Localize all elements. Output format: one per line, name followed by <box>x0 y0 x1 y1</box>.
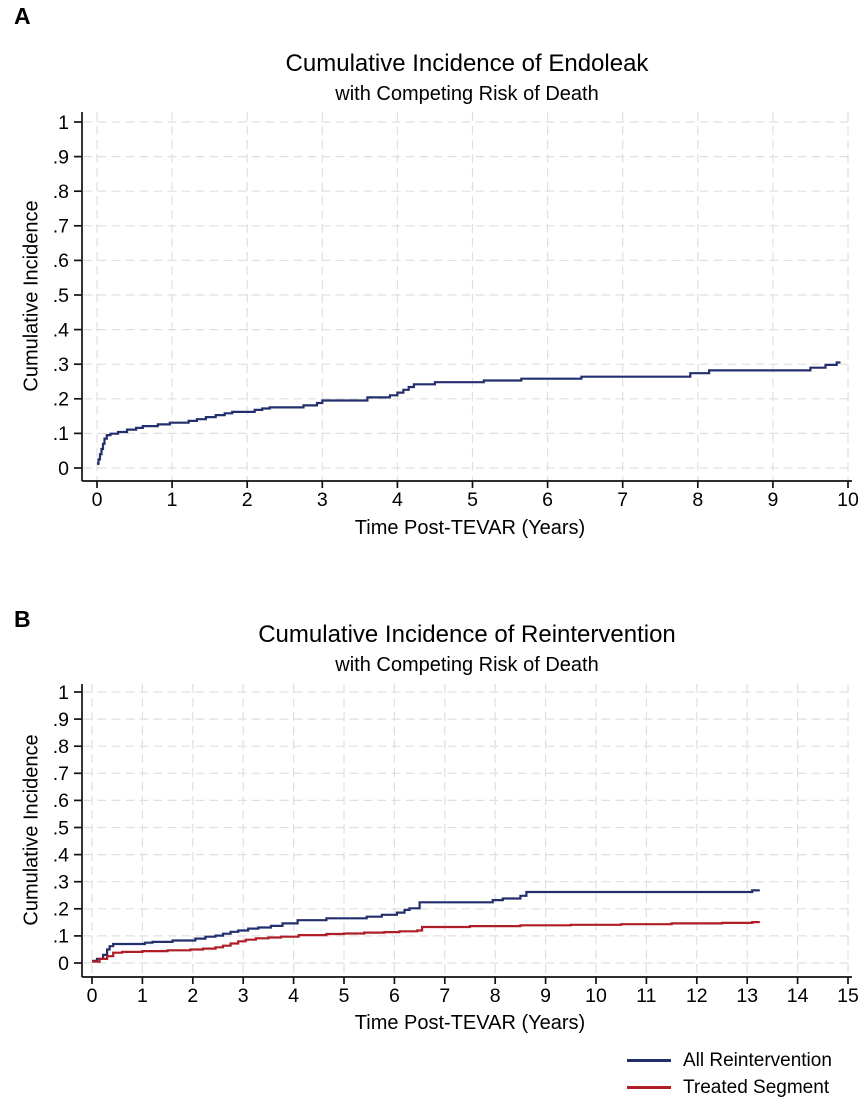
panel-a-plot: 0 1 2 3 4 5 6 7 8 9 10 0 .1 .2 .3 .4 .5 .6 .7 .8 .9 1 <box>53 112 859 511</box>
panel-a-ytick-label: 1 <box>58 112 69 134</box>
series-cumulative-incidence-of-endoleak <box>97 361 841 465</box>
panel-b-xtick-label: 13 <box>736 985 758 1007</box>
panel-a-subtitle: with Competing Risk of Death <box>335 83 599 105</box>
panel-a-letter: A <box>14 3 32 29</box>
panel-b-xtick-label: 8 <box>490 985 501 1007</box>
legend-label-treated-segment: Treated Segment <box>683 1076 830 1098</box>
panel-a-ytick-label: .2 <box>53 389 69 411</box>
panel-a-axes <box>74 112 852 488</box>
panel-a-xtick-label: 10 <box>837 489 859 511</box>
panel-a-ytick-label: .8 <box>53 181 69 203</box>
panel-a-ytick-label: 0 <box>58 458 69 480</box>
panel-b-xtick-label: 15 <box>837 985 859 1007</box>
panel-b-ytick-label: .2 <box>53 899 69 921</box>
panel-a-title: Cumulative Incidence of Endoleak <box>285 50 649 77</box>
panel-b-plot: 0 1 2 3 4 5 6 7 8 9 10 11 12 13 14 150.1.2.3.4.5.6.7.8.… <box>53 682 859 1007</box>
panel-a-tick-labels: 0 1 2 3 4 5 6 7 8 9 10 0 .1 .2 .3 .4 .5 .6 .7 .8 .9 1 <box>53 112 859 511</box>
panel-b-xtick-label: 5 <box>339 985 350 1007</box>
panel-a-x-axis-title: Time Post-TEVAR (Years) <box>354 517 586 539</box>
panel-b-ytick-label: .8 <box>53 736 69 758</box>
panel-b-tick-labels: 0 1 2 3 4 5 6 7 8 9 10 11 12 13 14 150.1.2.3.4.5.6.7.8.… <box>53 682 859 1007</box>
panel-a-xtick-label: 8 <box>692 489 703 511</box>
panel-b-ytick-label: .6 <box>53 790 69 812</box>
panel-b-xtick-label: 11 <box>636 985 656 1007</box>
panel-b-ytick-label: 1 <box>58 682 69 704</box>
series-treated-segment <box>92 921 760 963</box>
panel-b-ytick-label: .1 <box>53 926 69 948</box>
panel-a-xtick-label: 6 <box>542 489 553 511</box>
panel-a-gridlines <box>83 112 852 480</box>
panel-a-xtick-label: 0 <box>92 489 103 511</box>
panel-b-ytick-label: 0 <box>58 953 69 975</box>
panel-a-ytick-label: .4 <box>53 319 69 341</box>
panel-b-ytick-label: .4 <box>53 844 69 866</box>
legend-line-treated-segment-icon <box>627 1086 671 1089</box>
panel-a-xtick-label: 7 <box>617 489 628 511</box>
panel-b-xtick-label: 2 <box>187 985 198 1007</box>
panel-a-xtick-label: 3 <box>317 489 328 511</box>
panel-b-y-axis-title: Cumulative Incidence <box>20 734 43 926</box>
panel-a-xtick-label: 9 <box>767 489 778 511</box>
legend-label-all-reintervention: All Reintervention <box>683 1049 832 1071</box>
panel-b-xtick-label: 7 <box>439 985 450 1007</box>
panel-a-xtick-label: 5 <box>467 489 478 511</box>
legend-row: Treated Segment <box>627 1074 832 1101</box>
panel-a-xtick-label: 2 <box>242 489 253 511</box>
panel-b-xtick-label: 10 <box>585 985 607 1007</box>
panel-b-ytick-label: .5 <box>53 817 69 839</box>
panel-b-title: Cumulative Incidence of Reintervention <box>258 621 676 648</box>
panel-b-xtick-label: 6 <box>389 985 400 1007</box>
panel-a-ytick-label: .6 <box>53 250 69 272</box>
panel-b-xtick-label: 14 <box>787 985 809 1007</box>
panel-b-x-axis-title: Time Post-TEVAR (Years) <box>354 1012 586 1034</box>
panel-a-ytick-label: .1 <box>53 423 69 445</box>
panel-b-ytick-label: .7 <box>53 763 69 785</box>
panel-b-xtick-label: 1 <box>137 985 148 1007</box>
panel-b-xtick-label: 0 <box>87 985 98 1007</box>
panel-b-letter: B <box>14 606 32 632</box>
panel-a-ytick-label: .9 <box>53 146 69 168</box>
panel-b-gridlines <box>83 684 852 976</box>
legend: All Reintervention Treated Segment <box>627 1047 832 1101</box>
panel-a-xtick-label: 4 <box>392 489 403 511</box>
legend-row: All Reintervention <box>627 1047 832 1074</box>
panel-a-ytick-label: .3 <box>53 354 69 376</box>
legend-line-all-reintervention-icon <box>627 1059 671 1062</box>
panel-a-ytick-label: .7 <box>53 216 69 238</box>
panel-a-ytick-label: .5 <box>53 285 69 307</box>
panel-b-xtick-label: 12 <box>686 985 708 1007</box>
panel-b-subtitle: with Competing Risk of Death <box>335 654 599 676</box>
series-all-reintervention <box>92 889 760 962</box>
panel-a-y-axis-title: Cumulative Incidence <box>20 200 43 392</box>
panel-a-xtick-label: 1 <box>167 489 178 511</box>
panel-b-axes <box>74 684 852 984</box>
panel-b-ytick-label: .9 <box>53 709 69 731</box>
panel-b-xtick-label: 4 <box>288 985 299 1007</box>
panel-b-xtick-label: 3 <box>238 985 249 1007</box>
panel-b-ytick-label: .3 <box>53 872 69 894</box>
panel-b-xtick-label: 9 <box>540 985 551 1007</box>
